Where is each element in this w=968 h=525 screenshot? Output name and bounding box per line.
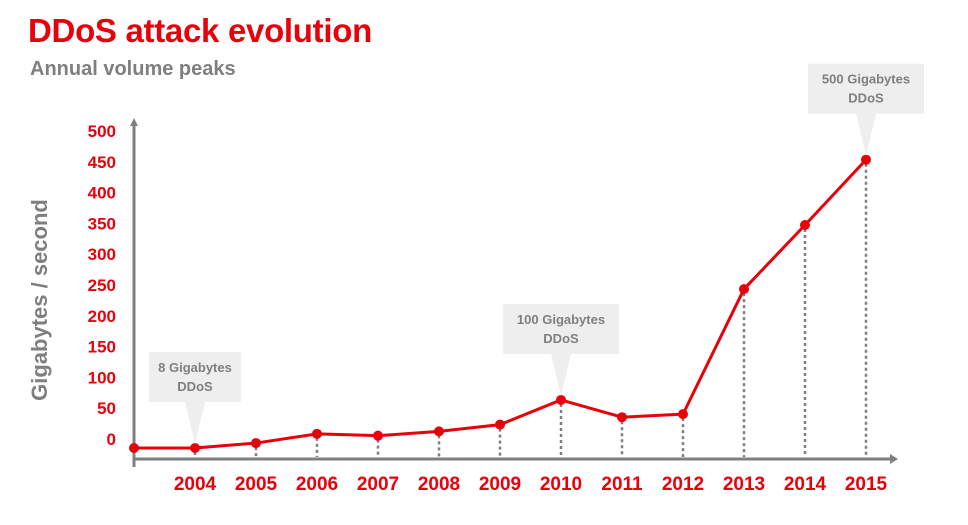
data-point (312, 428, 322, 439)
callout-text-line1: 100 Gigabytes (517, 312, 605, 327)
x-tick-label: 2010 (540, 474, 582, 495)
callout-text-line2: DDoS (543, 331, 579, 346)
data-point (373, 430, 383, 441)
x-tick-label: 2011 (601, 474, 643, 495)
data-point (129, 443, 139, 453)
y-tick-label: 350 (88, 214, 116, 233)
data-point (495, 419, 505, 430)
y-tick-label: 50 (97, 399, 116, 418)
data-point (861, 154, 871, 165)
y-tick-label: 0 (107, 430, 116, 449)
callout: 100 Gigabytes DDoS (503, 303, 619, 396)
y-tick-label: 100 (88, 368, 116, 387)
data-point (678, 409, 688, 420)
x-tick-label: 2013 (723, 474, 765, 495)
callout-pointer (856, 113, 876, 156)
callout-text-line1: 8 Gigabytes (158, 360, 232, 375)
x-tick-label: 2012 (662, 474, 704, 495)
x-tick-label: 2005 (235, 474, 278, 495)
y-tick-label: 150 (88, 338, 116, 357)
drop-lines (193, 163, 868, 457)
chart-subtitle: Annual volume peaks (30, 58, 236, 80)
data-points (129, 154, 871, 453)
y-tick-label: 200 (88, 307, 116, 326)
y-tick-label: 500 (88, 122, 116, 141)
data-point (617, 412, 627, 423)
y-tick-label: 300 (88, 245, 116, 264)
callout-box (149, 352, 241, 402)
callout: 8 Gigabytes DDoS (149, 352, 241, 444)
x-tick-label: 2009 (479, 474, 521, 495)
x-tick-label: 2015 (845, 474, 888, 495)
callout-box (808, 63, 924, 114)
data-point (251, 438, 261, 449)
y-tick-label: 450 (88, 153, 116, 172)
callout-text-line1: 500 Gigabytes (822, 72, 910, 87)
data-point (800, 220, 810, 231)
x-tick-labels: 2004 2005 2006 2007 2008 2009 2010 2011 2012 2013… (174, 474, 888, 495)
data-point (556, 394, 566, 405)
x-axis-arrow (890, 454, 898, 464)
callout: 500 Gigabytes DDoS (808, 63, 924, 156)
chart-title: DDoS attack evolution (28, 12, 372, 49)
y-tick-labels: 0 50 100 150 200 250 300 350 400 450 500 (88, 122, 116, 449)
x-tick-label: 2008 (418, 474, 460, 495)
data-point (739, 284, 749, 295)
series-line (134, 158, 868, 450)
x-tick-label: 2004 (174, 474, 217, 495)
callout-box (503, 303, 619, 354)
series-polyline (134, 158, 868, 450)
data-point (190, 443, 200, 453)
y-tick-label: 250 (88, 276, 116, 295)
y-axis-arrow (130, 118, 138, 126)
x-tick-label: 2014 (784, 474, 827, 495)
axes (130, 118, 898, 467)
x-tick-label: 2006 (296, 474, 338, 495)
data-point (434, 426, 444, 437)
callout-pointer (185, 402, 205, 444)
callout-text-line2: DDoS (177, 379, 213, 394)
x-tick-label: 2007 (357, 474, 399, 495)
y-tick-label: 400 (88, 184, 116, 203)
callout-text-line2: DDoS (848, 91, 884, 106)
callout-pointer (551, 353, 571, 396)
